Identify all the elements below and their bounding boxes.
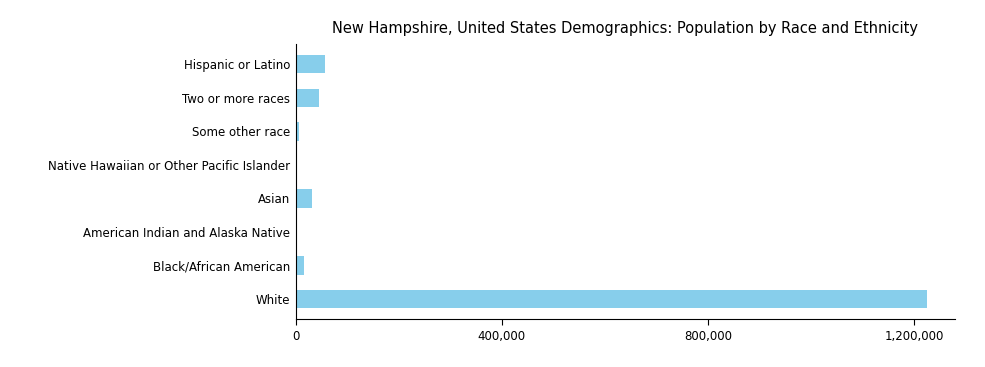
Bar [296,189,312,208]
Bar [296,290,927,308]
Bar [296,55,325,73]
Bar [296,223,297,241]
Bar [296,88,319,107]
Title: New Hampshire, United States Demographics: Population by Race and Ethnicity: New Hampshire, United States Demographic… [333,21,918,36]
Bar [296,257,303,275]
Bar [296,122,299,141]
